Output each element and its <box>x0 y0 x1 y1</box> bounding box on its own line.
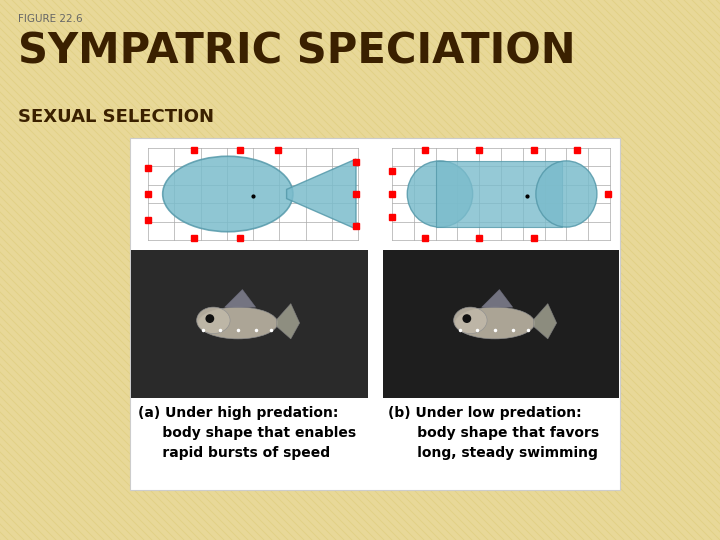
Ellipse shape <box>199 307 278 339</box>
Text: FIGURE 22.6: FIGURE 22.6 <box>18 14 83 24</box>
Polygon shape <box>534 303 557 339</box>
Polygon shape <box>482 289 513 307</box>
Polygon shape <box>225 289 256 307</box>
Ellipse shape <box>163 156 293 232</box>
Ellipse shape <box>462 314 471 323</box>
Ellipse shape <box>197 307 230 334</box>
Bar <box>130 138 620 490</box>
Ellipse shape <box>205 314 215 323</box>
Bar <box>131 250 368 398</box>
Text: (a) Under high predation:
     body shape that enables
     rapid bursts of spee: (a) Under high predation: body shape tha… <box>138 406 356 460</box>
Ellipse shape <box>408 161 472 227</box>
Bar <box>383 250 619 398</box>
Ellipse shape <box>454 307 487 334</box>
Text: SEXUAL SELECTION: SEXUAL SELECTION <box>18 108 214 126</box>
Polygon shape <box>287 159 356 229</box>
Ellipse shape <box>536 161 597 227</box>
Polygon shape <box>276 303 300 339</box>
Bar <box>436 161 562 227</box>
Text: (b) Under low predation:
      body shape that favors
      long, steady swimmin: (b) Under low predation: body shape that… <box>388 406 599 460</box>
Ellipse shape <box>455 307 534 339</box>
Text: SYMPATRIC SPECIATION: SYMPATRIC SPECIATION <box>18 30 575 72</box>
